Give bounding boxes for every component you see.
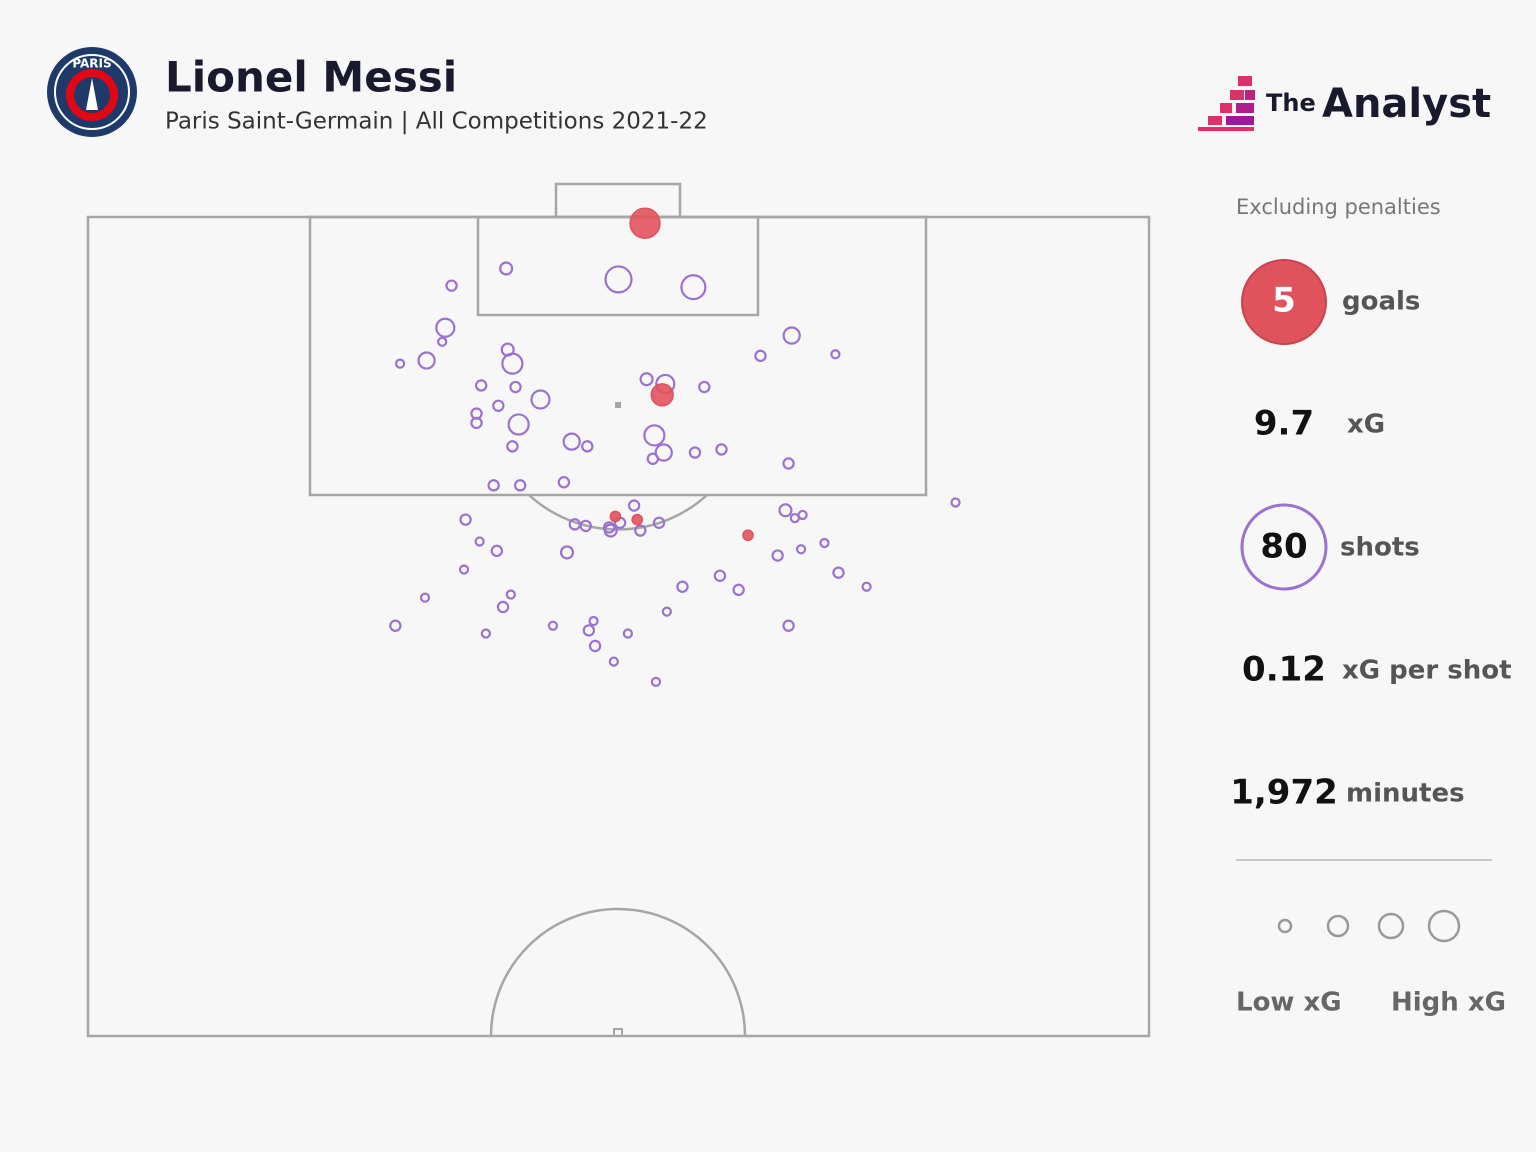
shot	[492, 399, 505, 412]
shot	[639, 372, 654, 387]
shot	[588, 615, 599, 627]
shot	[661, 606, 672, 617]
shot	[771, 549, 784, 562]
goal-shot	[609, 510, 622, 523]
shot	[562, 432, 581, 451]
shot	[547, 620, 559, 631]
goal-shot	[650, 383, 674, 407]
shot	[654, 443, 673, 462]
shot	[582, 624, 596, 637]
shot	[581, 440, 594, 453]
shot	[676, 580, 689, 593]
shot	[389, 619, 402, 632]
shot	[419, 592, 431, 603]
goal-shot	[629, 207, 661, 239]
shot	[680, 274, 707, 301]
shot	[819, 537, 830, 549]
stat-value: 0.12	[1242, 650, 1326, 690]
legend-label: High xG	[1391, 988, 1506, 1018]
brand-logo: The Analyst	[1198, 76, 1491, 131]
shot	[830, 349, 841, 360]
stat-value: 9.7	[1254, 404, 1314, 444]
stat-value: 1,972	[1230, 773, 1338, 813]
shot	[435, 317, 456, 338]
goals-badge	[1241, 259, 1327, 345]
shot	[506, 440, 519, 453]
shot	[496, 600, 510, 614]
shot	[715, 443, 728, 456]
shot	[501, 352, 524, 375]
shot	[470, 416, 483, 430]
shot	[861, 581, 872, 592]
shot	[505, 589, 516, 600]
badge-text: PARIS	[72, 57, 111, 71]
chart-title: Lionel Messi	[165, 53, 457, 102]
shot	[474, 536, 485, 547]
shot	[754, 349, 767, 363]
legend-label: Low xG	[1236, 988, 1342, 1018]
shot	[698, 380, 711, 394]
shot	[782, 457, 795, 470]
stat-label: goals	[1342, 287, 1420, 317]
shot	[650, 676, 662, 688]
stat-value: 5	[1272, 281, 1296, 321]
shot	[588, 639, 602, 653]
stat-label: shots	[1340, 533, 1420, 563]
pitch	[86, 182, 1151, 1038]
shot	[832, 566, 845, 579]
shot	[487, 479, 500, 492]
shot	[458, 564, 470, 575]
shot	[643, 424, 666, 447]
shot	[950, 497, 961, 508]
chart-subtitle: Paris Saint-Germain | All Competitions 2…	[165, 109, 708, 135]
shot	[557, 476, 571, 489]
shot	[652, 516, 666, 529]
shot	[509, 380, 522, 394]
stat-label: minutes	[1346, 779, 1465, 809]
stat-label: xG per shot	[1342, 656, 1512, 686]
shot	[782, 326, 801, 345]
shot	[603, 523, 618, 538]
shot	[608, 656, 619, 667]
shot	[499, 261, 514, 276]
shot	[622, 628, 633, 639]
shot	[627, 499, 641, 512]
shot	[782, 619, 795, 632]
shot	[475, 379, 488, 392]
size-legend	[1277, 909, 1461, 943]
shot	[797, 509, 808, 521]
shot	[530, 389, 551, 410]
shot	[579, 519, 592, 533]
shot	[795, 544, 807, 555]
shot	[490, 544, 503, 558]
shot	[394, 358, 406, 369]
goal-shot	[631, 513, 644, 526]
stat-label: xG	[1347, 410, 1385, 440]
note: Excluding penalties	[1236, 195, 1441, 219]
shot	[778, 503, 793, 518]
shot	[604, 265, 633, 294]
shot	[559, 545, 575, 560]
brand-name: Analyst	[1322, 81, 1491, 127]
goal-shot	[742, 529, 754, 542]
stat-value: 80	[1260, 527, 1307, 567]
shot	[634, 524, 647, 537]
shot	[732, 583, 745, 597]
shot	[713, 569, 727, 582]
shot	[507, 413, 530, 436]
shot	[445, 279, 458, 292]
club-badge: PARIS	[47, 47, 137, 137]
shots-badge	[1240, 503, 1328, 591]
shots	[389, 207, 961, 688]
shot	[437, 336, 448, 347]
shot	[459, 513, 472, 526]
brand-the: The	[1266, 89, 1316, 117]
shot	[514, 479, 527, 492]
shot	[602, 521, 616, 534]
shot	[480, 628, 491, 639]
shot	[688, 446, 702, 459]
shot	[417, 351, 436, 370]
shot	[646, 452, 660, 465]
